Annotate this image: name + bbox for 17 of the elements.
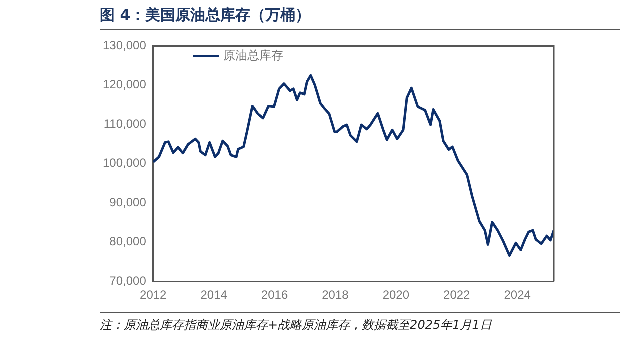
x-tick-label: 2020 (382, 288, 410, 302)
x-tick-label: 2014 (200, 288, 228, 302)
y-tick-label: 100,000 (102, 156, 147, 170)
text: 注：原油总库存指商业原油库存+战略原油库存，数据截至2025年1月1日 (100, 312, 620, 334)
y-tick-label: 130,000 (102, 38, 147, 53)
chart-title: 图 4：美国原油总库存（万桶） (100, 6, 620, 30)
y-tick-label: 70,000 (110, 274, 147, 288)
y-tick-label: 90,000 (110, 195, 147, 210)
y-tick-label: 80,000 (110, 234, 147, 249)
x-tick-label: 2018 (322, 288, 350, 302)
legend-label: 原油总库存 (223, 48, 284, 62)
x-tick-label: 2024 (504, 288, 532, 302)
x-tick-label: 2012 (140, 288, 168, 302)
x-tick-label: 2016 (261, 288, 288, 302)
y-tick-label: 110,000 (104, 116, 147, 131)
y-tick-label: 120,000 (102, 78, 147, 92)
x-tick-label: 2022 (444, 288, 471, 302)
